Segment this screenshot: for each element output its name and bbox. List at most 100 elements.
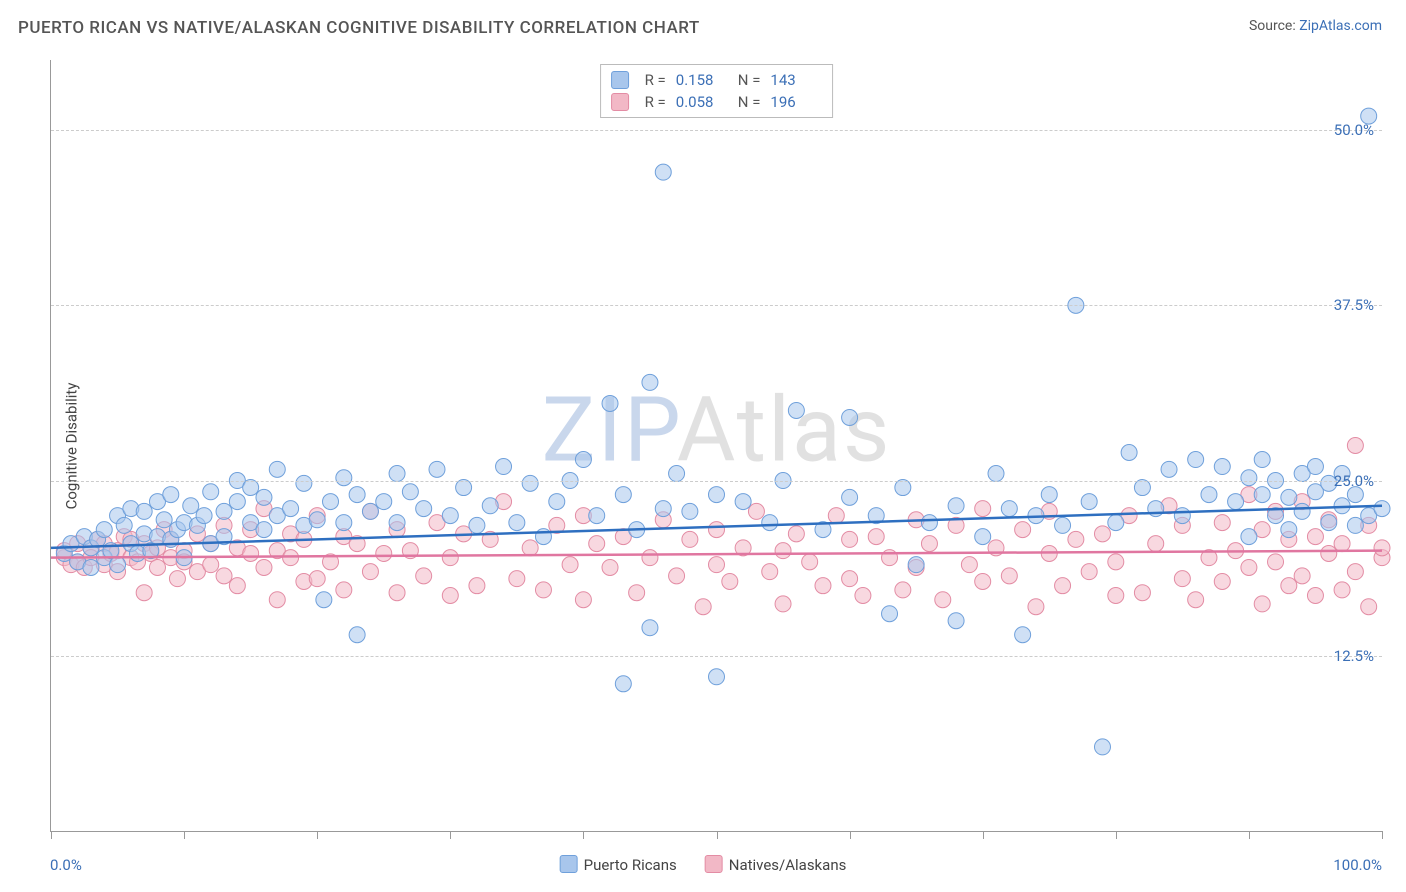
data-point: [1055, 517, 1071, 533]
data-point: [961, 557, 977, 573]
data-point: [935, 592, 951, 608]
x-axis-min-label: 0.0%: [50, 856, 82, 874]
scatter-svg: [51, 60, 1382, 831]
data-point: [256, 489, 272, 505]
data-point: [469, 517, 485, 533]
data-point: [349, 487, 365, 503]
source-link[interactable]: ZipAtlas.com: [1299, 18, 1382, 34]
data-point: [110, 557, 126, 573]
data-point: [402, 484, 418, 500]
data-point: [1108, 554, 1124, 570]
data-point: [482, 498, 498, 514]
data-point: [921, 515, 937, 531]
gridline: [51, 130, 1382, 131]
gridline: [51, 481, 1382, 482]
data-point: [615, 487, 631, 503]
data-point: [96, 522, 112, 538]
data-point: [389, 515, 405, 531]
data-point: [735, 494, 751, 510]
data-point: [842, 571, 858, 587]
data-point: [336, 515, 352, 531]
data-point: [456, 480, 472, 496]
data-point: [442, 550, 458, 566]
data-point: [842, 489, 858, 505]
data-point: [1214, 573, 1230, 589]
data-point: [788, 526, 804, 542]
data-point: [376, 494, 392, 510]
data-point: [842, 531, 858, 547]
series-legend: Puerto Ricans Natives/Alaskans: [560, 855, 847, 874]
data-point: [1294, 503, 1310, 519]
data-point: [283, 501, 299, 517]
x-tick: [983, 831, 984, 839]
data-point: [1121, 445, 1137, 461]
data-point: [1254, 596, 1270, 612]
data-point: [522, 475, 538, 491]
data-point: [682, 503, 698, 519]
y-tick-label: 37.5%: [1334, 296, 1374, 314]
data-point: [1347, 517, 1363, 533]
data-point: [868, 529, 884, 545]
data-point: [921, 536, 937, 552]
data-point: [269, 461, 285, 477]
y-tick-label: 50.0%: [1334, 121, 1374, 139]
x-tick: [1116, 831, 1117, 839]
data-point: [802, 554, 818, 570]
data-point: [1321, 515, 1337, 531]
data-point: [256, 522, 272, 538]
data-point: [709, 522, 725, 538]
legend-swatch-0: [560, 855, 578, 873]
data-point: [642, 550, 658, 566]
data-point: [1148, 536, 1164, 552]
data-point: [269, 592, 285, 608]
x-tick: [583, 831, 584, 839]
data-point: [1108, 587, 1124, 603]
data-point: [1374, 540, 1390, 556]
data-point: [1081, 564, 1097, 580]
chart-header: PUERTO RICAN VS NATIVE/ALASKAN COGNITIVE…: [0, 0, 1406, 38]
x-tick: [1249, 831, 1250, 839]
data-point: [1041, 487, 1057, 503]
data-point: [589, 508, 605, 524]
data-point: [1334, 582, 1350, 598]
data-point: [216, 503, 232, 519]
data-point: [629, 585, 645, 601]
data-point: [389, 585, 405, 601]
data-point: [1334, 536, 1350, 552]
data-point: [602, 395, 618, 411]
data-point: [362, 564, 378, 580]
x-tick: [51, 831, 52, 839]
chart-source: Source: ZipAtlas.com: [1249, 18, 1382, 34]
x-tick: [717, 831, 718, 839]
data-point: [575, 452, 591, 468]
data-point: [349, 627, 365, 643]
data-point: [496, 459, 512, 475]
chart-title: PUERTO RICAN VS NATIVE/ALASKAN COGNITIVE…: [18, 18, 700, 38]
data-point: [229, 578, 245, 594]
data-point: [1094, 526, 1110, 542]
data-point: [509, 515, 525, 531]
y-tick-label: 25.0%: [1334, 472, 1374, 490]
data-point: [709, 487, 725, 503]
data-point: [336, 470, 352, 486]
data-point: [203, 557, 219, 573]
data-point: [775, 543, 791, 559]
data-point: [1134, 585, 1150, 601]
data-point: [169, 571, 185, 587]
data-point: [1214, 459, 1230, 475]
data-point: [948, 613, 964, 629]
data-point: [948, 498, 964, 514]
data-point: [309, 571, 325, 587]
data-point: [1374, 501, 1390, 517]
data-point: [842, 409, 858, 425]
data-point: [1134, 480, 1150, 496]
data-point: [895, 480, 911, 496]
data-point: [323, 494, 339, 510]
data-point: [243, 480, 259, 496]
data-point: [1188, 592, 1204, 608]
data-point: [1228, 494, 1244, 510]
data-point: [1347, 564, 1363, 580]
data-point: [1281, 522, 1297, 538]
data-point: [709, 669, 725, 685]
data-point: [709, 557, 725, 573]
